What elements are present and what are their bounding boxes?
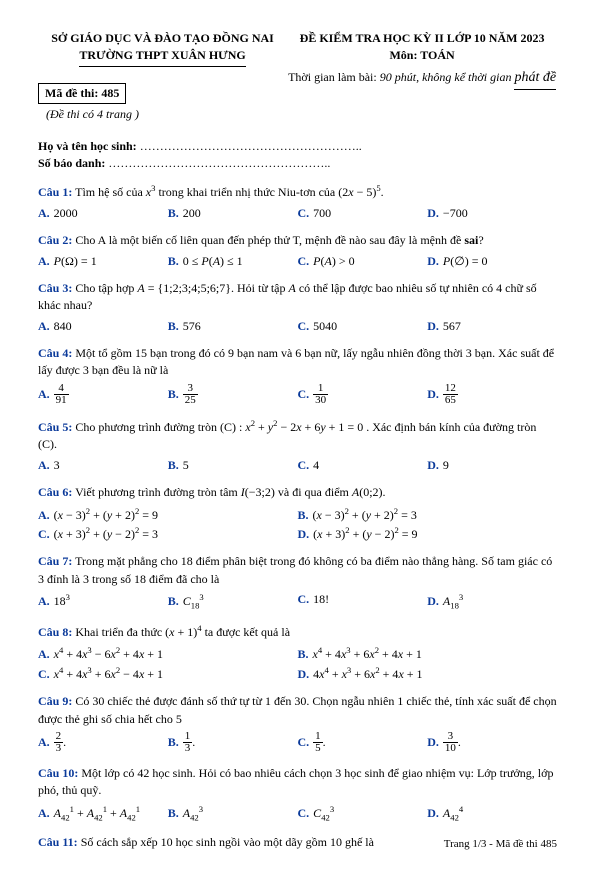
student-id-label: Số báo danh:: [38, 156, 108, 170]
subject: Môn: TOÁN: [287, 47, 557, 64]
question-6: Câu 6: Viết phương trình đường tròn tâm …: [38, 484, 557, 543]
question-8: Câu 8: Khai triển đa thức (x + 1)4 ta đư…: [38, 622, 557, 683]
question-1: Câu 1: Tìm hệ số của x3 trong khai triển…: [38, 182, 557, 222]
question-2: Câu 2: Cho A là một biến cố liên quan đế…: [38, 232, 557, 270]
student-name-label: Họ và tên học sinh:: [38, 139, 140, 153]
page-footer: Trang 1/3 - Mã đề thi 485: [444, 837, 557, 853]
exam-title: ĐỀ KIỂM TRA HỌC KỲ II LỚP 10 NĂM 2023: [287, 30, 557, 47]
student-name-line: [140, 139, 362, 153]
exam-code: Mã đề thi: 485: [38, 83, 126, 104]
org2: TRƯỜNG THPT XUÂN HƯNG: [38, 47, 287, 66]
question-3: Câu 3: Cho tập hợp A = {1;2;3;4;5;6;7}. …: [38, 280, 557, 335]
question-9: Câu 9: Có 30 chiếc thẻ được đánh số thứ …: [38, 693, 557, 755]
student-info: Họ và tên học sinh: Số báo danh:: [38, 138, 557, 173]
question-7: Câu 7: Trong mặt phẳng cho 18 điểm phân …: [38, 553, 557, 612]
question-4: Câu 4: Một tổ gồm 15 bạn trong đó có 9 b…: [38, 345, 557, 407]
question-10: Câu 10: Một lớp có 42 học sinh. Hỏi có b…: [38, 765, 557, 824]
org1: SỞ GIÁO DỤC VÀ ĐÀO TẠO ĐỒNG NAI: [38, 30, 287, 47]
header-right: ĐỀ KIỂM TRA HỌC KỲ II LỚP 10 NĂM 2023 Mô…: [287, 30, 557, 124]
question-5: Câu 5: Cho phương trình đường tròn (C) :…: [38, 417, 557, 474]
header-left: SỞ GIÁO DỤC VÀ ĐÀO TẠO ĐỒNG NAI TRƯỜNG T…: [38, 30, 287, 124]
time-row: Thời gian làm bài: 90 phút, không kể thờ…: [287, 68, 557, 90]
student-id-line: [108, 156, 330, 170]
pages-note: (Đề thi có 4 trang ): [46, 106, 287, 123]
